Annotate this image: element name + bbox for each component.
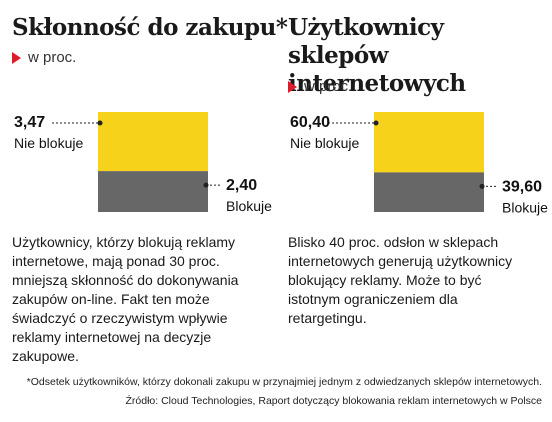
bar-chart-purchase: 3,47 Nie blokuje 2,40 Blokuje — [14, 112, 272, 214]
bar-blokuje — [98, 171, 208, 212]
value-label-nie-blokuje: 3,47 — [14, 114, 45, 131]
category-label-blokuje: Blokuje — [502, 199, 548, 215]
category-label-nie-blokuje: Nie blokuje — [290, 135, 359, 151]
triangle-bullet-icon — [288, 80, 297, 93]
value-label-blokuje: 39,60 — [502, 178, 542, 195]
bar-blokuje — [374, 172, 484, 212]
bar-nie-blokuje — [374, 112, 484, 173]
source-note: Źródło: Cloud Technologies, Raport dotyc… — [125, 395, 542, 407]
unit-label: w proc. — [288, 78, 352, 95]
chart-title: Użytkownicy sklepów internetowych — [288, 14, 466, 97]
leader-dot — [97, 120, 103, 126]
unit-text: w proc. — [28, 49, 77, 66]
bar-chart-shop-users: 60,40 Nie blokuje 39,60 Blokuje — [290, 112, 548, 215]
unit-label: w proc. — [12, 49, 76, 66]
bar-nie-blokuje — [98, 112, 208, 172]
unit-text: w proc. — [304, 78, 353, 95]
chart-description: Użytkownicy, którzy blokują reklamy inte… — [12, 234, 239, 364]
triangle-bullet-icon — [12, 51, 21, 64]
value-label-nie-blokuje: 60,40 — [290, 114, 330, 131]
chart-title: Skłonność do zakupu* — [12, 14, 288, 41]
leader-dot — [373, 120, 379, 126]
category-label-blokuje: Blokuje — [226, 198, 272, 214]
chart-description: Blisko 40 proc. odsłon w sklepach intern… — [288, 234, 513, 326]
category-label-nie-blokuje: Nie blokuje — [14, 135, 83, 151]
value-label-blokuje: 2,40 — [226, 177, 257, 194]
footnote: *Odsetek użytkowników, którzy dokonali z… — [26, 376, 542, 388]
